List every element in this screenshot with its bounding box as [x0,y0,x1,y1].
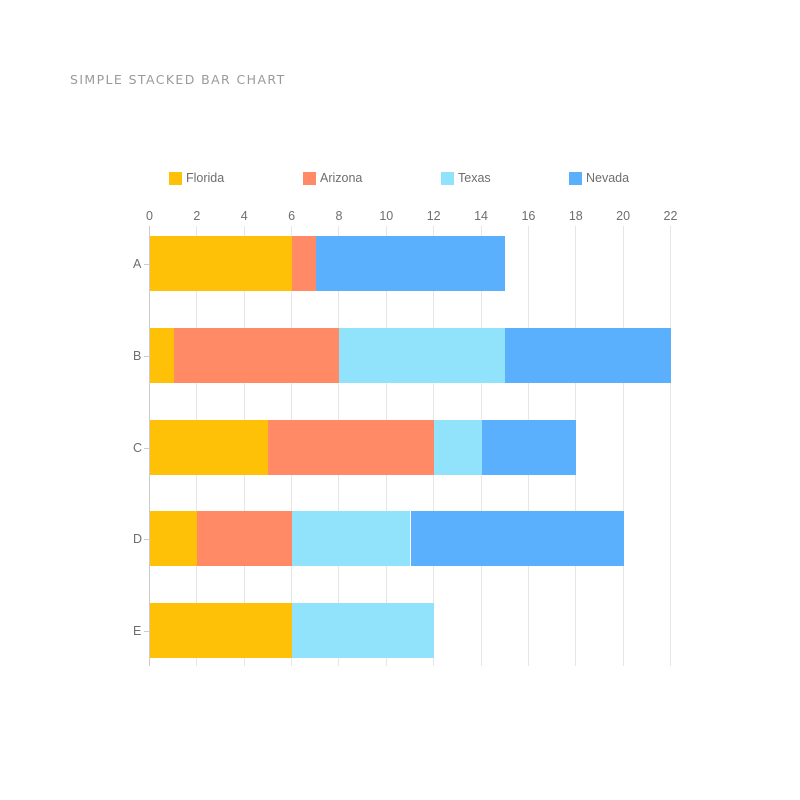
legend-item-texas[interactable]: Texas [441,171,491,185]
bar-segment-florida-d[interactable] [150,511,198,566]
x-tick-label: 10 [379,209,394,223]
bar-segment-texas-e[interactable] [292,603,435,658]
x-tick-label: 20 [616,209,631,223]
legend-item-florida[interactable]: Florida [169,171,224,185]
x-tick-label: 22 [663,209,678,223]
bar-segment-arizona-b[interactable] [173,328,340,383]
bar-segment-arizona-d[interactable] [197,511,293,566]
x-tick-label: 14 [474,209,488,223]
legend-swatch-icon [569,171,582,185]
legend-swatch-icon [169,171,182,185]
x-tick-label: 4 [240,209,248,223]
y-tick [144,448,149,449]
bar-segment-arizona-a[interactable] [292,236,316,291]
chart-title: SIMPLE STACKED BAR CHART [70,72,286,87]
legend-item-nevada[interactable]: Nevada [569,171,629,185]
y-tick [144,539,149,540]
y-category-label: C [133,440,143,455]
bar-segment-nevada-c[interactable] [481,420,577,475]
legend-swatch-icon [441,171,454,185]
bar-segment-florida-e[interactable] [150,603,293,658]
x-tick-label: 8 [335,209,343,223]
y-tick [144,631,149,632]
legend-label: Arizona [320,171,363,185]
legend-swatch-icon [303,171,316,185]
x-tick-label: 12 [426,209,441,223]
y-category-label: A [133,256,142,271]
bar-segment-arizona-c[interactable] [268,420,435,475]
x-tick-label: 2 [193,209,201,223]
bar-segment-florida-c[interactable] [150,420,269,475]
bar-segment-texas-c[interactable] [434,420,482,475]
bar-segment-texas-d[interactable] [292,511,411,566]
x-tick-label: 16 [521,209,536,223]
x-tick-label: 18 [568,209,583,223]
bar-segment-nevada-b[interactable] [505,328,671,383]
x-tick-label: 6 [288,209,296,223]
y-tick [144,356,149,357]
bar-segment-florida-a[interactable] [150,236,293,291]
y-category-label: D [133,531,143,546]
y-tick [144,264,149,265]
bar-segment-nevada-d[interactable] [410,511,624,566]
bar-segment-florida-b[interactable] [150,328,174,383]
legend-item-arizona[interactable]: Arizona [303,171,362,185]
bar-segment-texas-b[interactable] [339,328,506,383]
legend-label: Nevada [586,171,630,185]
gridline [670,226,671,666]
legend-label: Florida [186,171,225,185]
legend-label: Texas [458,171,491,185]
y-category-label: E [133,623,142,638]
x-tick-label: 0 [146,209,153,223]
bar-segment-nevada-a[interactable] [315,236,506,291]
gridline [623,226,624,666]
y-category-label: B [133,348,142,363]
gridline [149,226,150,666]
